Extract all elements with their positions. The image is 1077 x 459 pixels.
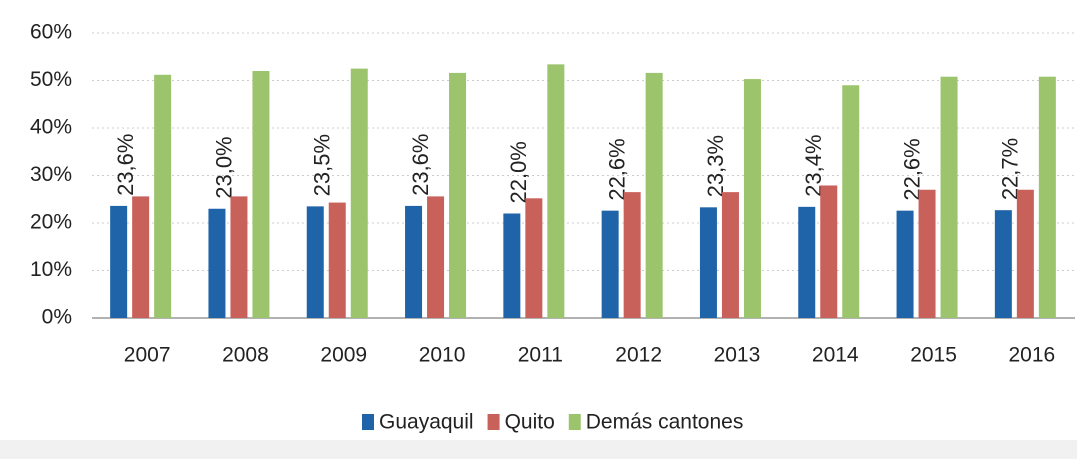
value-label: 22,6% [604,138,629,200]
bar [427,196,445,318]
value-label: 23,6% [408,134,433,196]
y-tick-label: 20% [30,211,72,234]
value-label: 22,0% [506,141,531,203]
bar [623,192,641,318]
value-label: 23,5% [310,134,335,196]
x-tick-label: 2012 [615,344,662,367]
bar [132,196,150,318]
bar [1038,76,1056,318]
x-tick-label: 2011 [518,344,563,367]
bar [547,64,565,318]
bar [306,206,324,318]
bar [940,76,958,318]
x-tick-label: 2015 [910,344,957,367]
bar [699,207,717,318]
legend-swatch [362,414,374,430]
x-tick-label: 2008 [222,344,269,367]
bar [328,202,346,318]
bar [350,68,368,318]
y-tick-label: 10% [30,258,72,281]
value-label: 23,3% [703,135,728,197]
footer-band [0,440,1077,459]
bar [601,210,619,318]
x-tick-label: 2014 [812,344,859,367]
bar [525,198,543,318]
x-tick-label: 2016 [1008,344,1055,367]
x-tick-label: 2013 [714,344,761,367]
value-label: 23,6% [113,134,138,196]
bar [842,85,860,318]
y-tick-label: 30% [30,163,72,186]
bar [252,71,270,318]
x-tick-label: 2009 [320,344,367,367]
y-tick-label: 50% [30,68,72,91]
legend-swatch [487,414,500,430]
legend-label: Guayaquil [379,411,474,434]
bar [743,79,761,318]
bar [896,210,914,318]
bar [645,72,663,319]
bar [1016,189,1034,318]
bar [405,205,423,318]
x-tick-label: 2007 [124,344,171,367]
bar [994,210,1012,318]
bar [110,205,128,318]
bar [449,72,467,319]
bar [798,206,816,318]
bar [230,196,248,318]
bar [820,185,838,318]
y-tick-label: 0% [42,306,72,329]
legend-label: Quito [505,411,555,434]
bar [918,189,936,318]
bar [721,192,739,318]
bar [154,74,172,318]
y-tick-label: 60% [30,21,72,44]
legend-swatch [568,414,581,430]
bar [208,208,226,318]
legend-label: Demás cantones [586,411,744,434]
value-label: 23,0% [211,136,236,198]
x-tick-label: 2010 [419,344,466,367]
bar [503,213,521,318]
y-tick-label: 40% [30,116,72,139]
